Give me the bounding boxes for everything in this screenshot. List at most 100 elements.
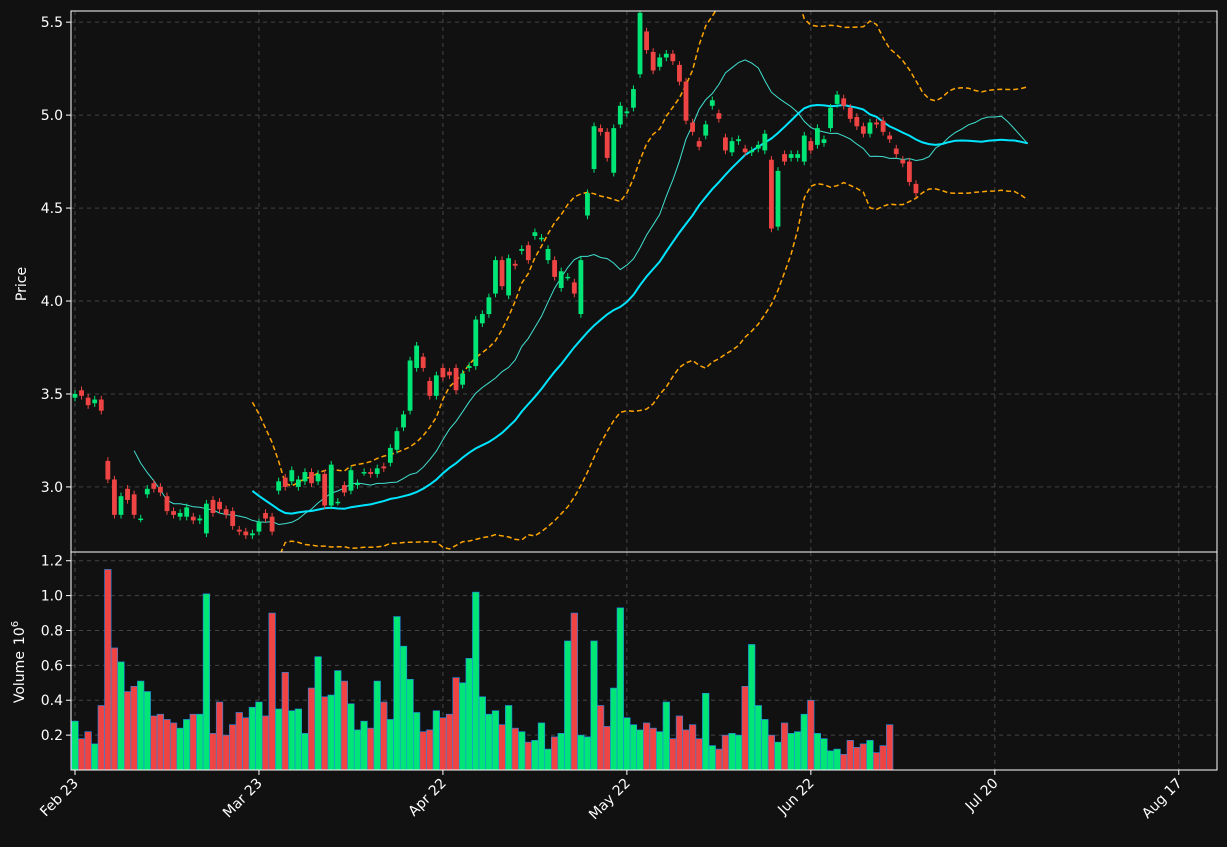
volume-bar <box>399 645 408 771</box>
volume-scale-text: 10 <box>12 627 28 645</box>
moving-averages <box>133 59 1029 526</box>
volume-bar <box>531 740 539 771</box>
candle-body <box>887 135 893 140</box>
volume-axis-ticks: 0.2 0.4 0.6 0.8 1.0 1.2 <box>41 554 71 744</box>
volume-bar <box>840 754 848 771</box>
candle-body <box>72 393 78 398</box>
volume-bar <box>110 647 119 771</box>
candle-body <box>499 260 505 287</box>
volume-bar <box>222 734 230 771</box>
candle-body <box>565 276 571 279</box>
volume-bar <box>662 701 670 771</box>
candle-body <box>112 479 117 515</box>
volume-bar <box>596 705 605 771</box>
volume-bar <box>728 733 736 771</box>
candle-body <box>223 509 229 515</box>
candle-body <box>269 516 275 532</box>
lower-band-line <box>280 181 1029 552</box>
volume-bar <box>551 736 559 771</box>
price-tick-label: 3.0 <box>41 480 63 496</box>
volume-bar <box>505 705 513 771</box>
volume-bar <box>393 616 401 771</box>
candle-body <box>893 148 899 155</box>
volume-bar <box>439 717 447 771</box>
volume-bar <box>656 731 664 771</box>
fast-moving-average-line <box>133 59 1029 526</box>
volume-bar <box>452 677 460 771</box>
price-grid <box>71 11 1217 552</box>
volume-grid <box>71 552 1217 770</box>
candle-body <box>348 470 354 491</box>
volume-bar <box>432 710 440 771</box>
volume-bar <box>649 727 657 771</box>
candle-body <box>164 496 170 512</box>
volume-bar <box>478 696 486 771</box>
candle-body <box>657 57 663 67</box>
candle-body <box>709 100 715 106</box>
candle-body <box>532 232 538 236</box>
volume-bar <box>176 727 184 771</box>
volume-bar <box>583 736 592 771</box>
candle-body <box>749 150 755 153</box>
candle-body <box>138 518 144 521</box>
volume-bar <box>761 719 769 771</box>
candle-body <box>144 488 150 495</box>
candle-body <box>808 141 814 151</box>
volume-bar <box>741 685 749 771</box>
candle-body <box>420 356 426 368</box>
candle-body <box>801 135 807 162</box>
volume-bar <box>413 712 421 771</box>
candle-body <box>98 399 104 411</box>
volume-bar <box>97 705 105 771</box>
candle-body <box>742 148 748 153</box>
candle-body <box>690 122 695 132</box>
volume-bar <box>577 734 585 771</box>
candle-body <box>834 94 840 104</box>
candle-body <box>900 159 906 164</box>
volume-bar <box>721 734 730 771</box>
candle-body <box>453 367 459 391</box>
volume-bar <box>215 701 224 771</box>
candle-body <box>696 141 702 147</box>
volume-bar <box>603 726 611 771</box>
candle-body <box>184 507 190 517</box>
volume-bar <box>294 708 302 771</box>
volume-bar <box>137 680 145 771</box>
candle-body <box>703 124 709 136</box>
volume-bar <box>255 701 263 771</box>
volume-bar <box>84 731 92 771</box>
candle-body <box>874 122 879 125</box>
candle-body <box>650 51 656 71</box>
candle-body <box>591 126 597 170</box>
price-tick-label: 5.5 <box>41 15 63 31</box>
volume-bar <box>275 708 283 771</box>
price-axis-label: Price <box>14 267 30 301</box>
volume-label-text: Volume <box>12 651 28 703</box>
candle-body <box>368 472 374 474</box>
volume-bar <box>524 741 532 771</box>
candle-body <box>361 472 367 474</box>
volume-tick-label: 1.0 <box>41 589 63 605</box>
candle-body <box>631 89 636 108</box>
candle-body <box>729 141 735 153</box>
candle-body <box>125 488 130 500</box>
volume-bar <box>688 724 697 771</box>
candle-body <box>578 260 584 315</box>
candles <box>72 11 919 539</box>
candle-body <box>782 154 787 162</box>
volume-bar <box>189 713 197 771</box>
candle-body <box>394 431 400 450</box>
volume-bar <box>564 640 572 771</box>
volume-bar <box>669 738 677 771</box>
candle-body <box>637 12 643 75</box>
volume-bar <box>820 738 828 771</box>
candle-body <box>795 154 801 158</box>
volume-bar <box>150 715 158 771</box>
volume-bar <box>675 715 684 771</box>
candle-body <box>440 367 446 378</box>
volume-bar <box>419 731 427 771</box>
candle-body <box>486 297 492 315</box>
candle-body <box>295 479 301 487</box>
volume-bar <box>853 747 861 771</box>
candle-body <box>815 128 820 145</box>
